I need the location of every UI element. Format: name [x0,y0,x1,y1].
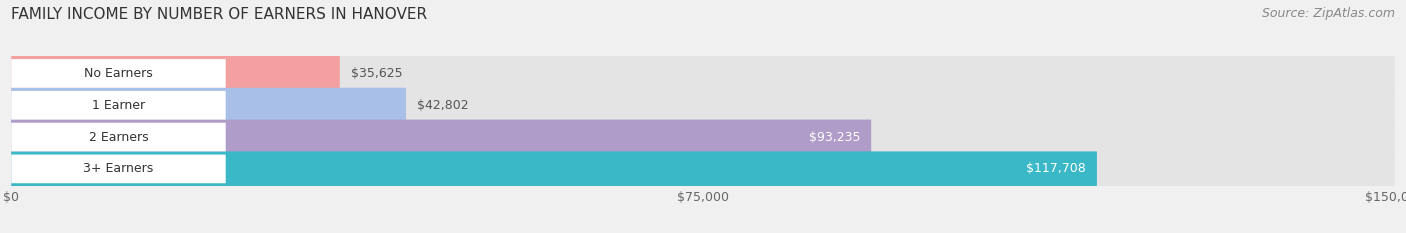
Text: No Earners: No Earners [84,67,153,80]
FancyBboxPatch shape [11,120,872,154]
Text: 3+ Earners: 3+ Earners [83,162,153,175]
Text: $42,802: $42,802 [418,99,468,112]
FancyBboxPatch shape [11,56,340,91]
FancyBboxPatch shape [11,88,406,123]
FancyBboxPatch shape [11,120,1395,154]
Text: 1 Earner: 1 Earner [91,99,145,112]
Text: Source: ZipAtlas.com: Source: ZipAtlas.com [1261,7,1395,20]
Text: $93,235: $93,235 [808,130,860,144]
FancyBboxPatch shape [11,151,1395,186]
FancyBboxPatch shape [11,91,226,120]
FancyBboxPatch shape [11,123,226,151]
Text: 2 Earners: 2 Earners [89,130,148,144]
Text: FAMILY INCOME BY NUMBER OF EARNERS IN HANOVER: FAMILY INCOME BY NUMBER OF EARNERS IN HA… [11,7,427,22]
FancyBboxPatch shape [11,154,226,183]
FancyBboxPatch shape [11,151,1097,186]
FancyBboxPatch shape [11,59,226,88]
Text: $35,625: $35,625 [352,67,402,80]
FancyBboxPatch shape [11,56,1395,91]
Text: $117,708: $117,708 [1026,162,1085,175]
FancyBboxPatch shape [11,88,1395,123]
